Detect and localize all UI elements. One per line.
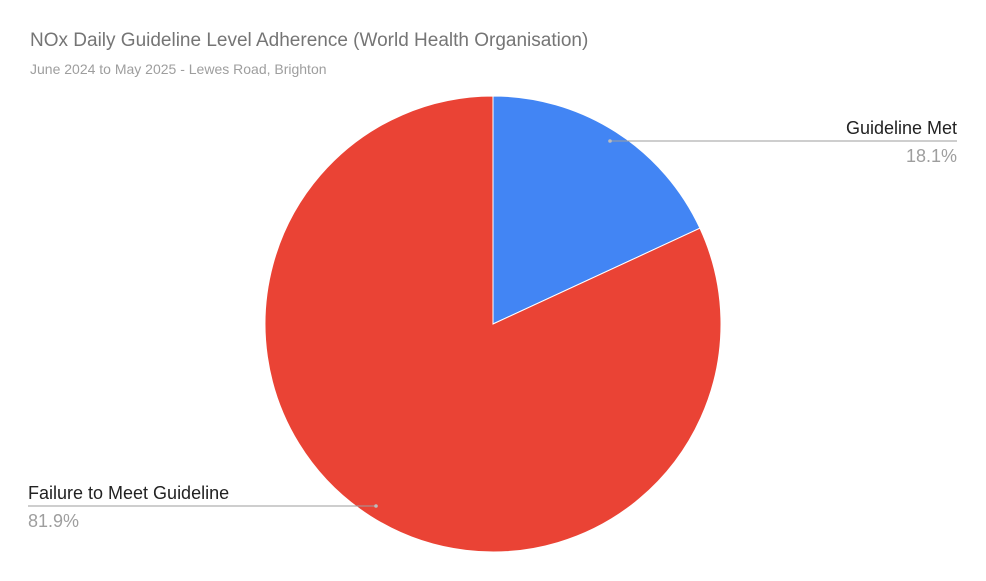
chart-title: NOx Daily Guideline Level Adherence (Wor… [30, 30, 589, 51]
slice-label: Guideline Met [846, 118, 957, 138]
slice-label: Failure to Meet Guideline [28, 483, 229, 503]
pie-slice-guideline-met [492, 95, 701, 325]
chart-subtitle: June 2024 to May 2025 - Lewes Road, Brig… [30, 61, 327, 77]
pie-slice-failure-to-meet-guideline [264, 95, 722, 553]
leader-dot [374, 504, 378, 508]
leader-dot [608, 139, 612, 143]
slice-percentage: 81.9% [28, 511, 79, 531]
slice-percentage: 18.1% [906, 146, 957, 166]
